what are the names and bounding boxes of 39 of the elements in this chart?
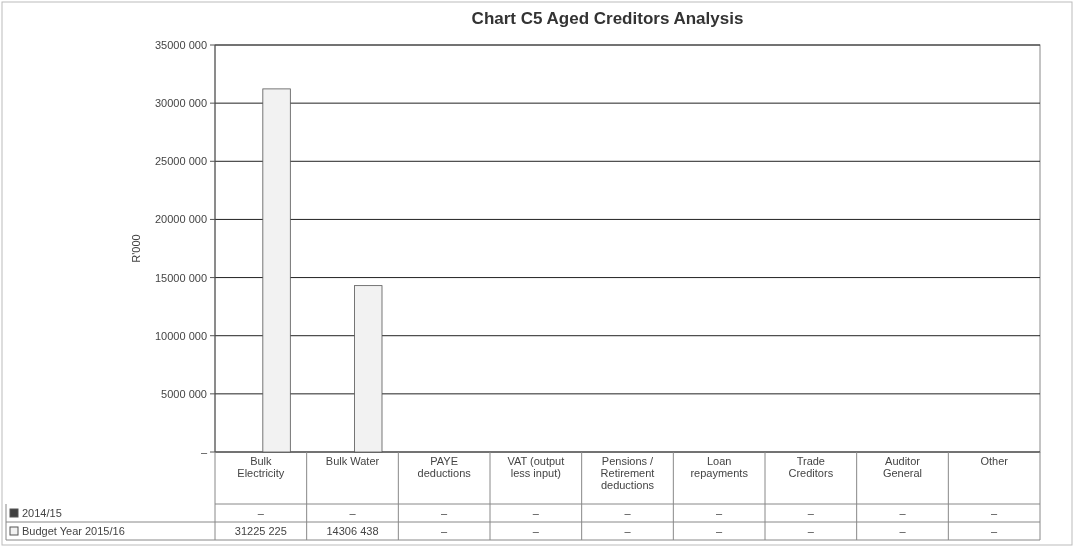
data-label: 31225 225 [234, 525, 287, 537]
y-tick-label: 10000 000 [155, 329, 207, 342]
y-tick-label: 15000 000 [155, 271, 207, 284]
data-label: – [349, 507, 357, 519]
x-tick-label: PAYE deductions [417, 455, 472, 479]
data-label: – [441, 525, 449, 537]
legend-label: 2014/15 [22, 507, 62, 519]
y-tick-label: 35000 000 [155, 39, 207, 51]
x-tick-label: Other [980, 455, 1009, 467]
x-tick-label: Loan repayments [690, 455, 749, 479]
y-axis-title: R'000 [130, 234, 142, 263]
data-label: – [441, 507, 449, 519]
data-label: – [991, 525, 999, 537]
y-tick-label: 5000 000 [161, 387, 207, 400]
data-label: – [807, 507, 815, 519]
y-tick-label: 25000 000 [155, 155, 207, 168]
data-label: – [257, 507, 265, 519]
data-label: – [899, 525, 907, 537]
x-tick-label: Bulk Water [325, 455, 380, 467]
data-label: – [624, 525, 632, 537]
x-tick-label: Auditor General [882, 455, 923, 479]
y-tick-label: 30000 000 [155, 97, 207, 110]
x-tick-label: Pensions / Retirement deductions [600, 455, 655, 491]
y-tick-label: – [200, 446, 208, 458]
data-label: – [991, 507, 999, 519]
data-label: – [716, 525, 724, 537]
y-tick-label: 20000 000 [155, 213, 207, 226]
x-tick-label: Bulk Electricity [237, 455, 285, 479]
data-label: – [624, 507, 632, 519]
x-tick-label: Trade Creditors [788, 455, 834, 479]
data-label: – [807, 525, 815, 537]
legend-label: Budget Year 2015/16 [22, 525, 125, 537]
data-label: – [532, 525, 540, 537]
x-tick-label: VAT (output less input) [507, 455, 565, 479]
chart-title: Chart C5 Aged Creditors Analysis [471, 9, 744, 28]
data-label: 14306 438 [326, 525, 379, 537]
data-label: – [716, 507, 724, 519]
data-label: – [899, 507, 907, 519]
data-label: – [532, 507, 540, 519]
